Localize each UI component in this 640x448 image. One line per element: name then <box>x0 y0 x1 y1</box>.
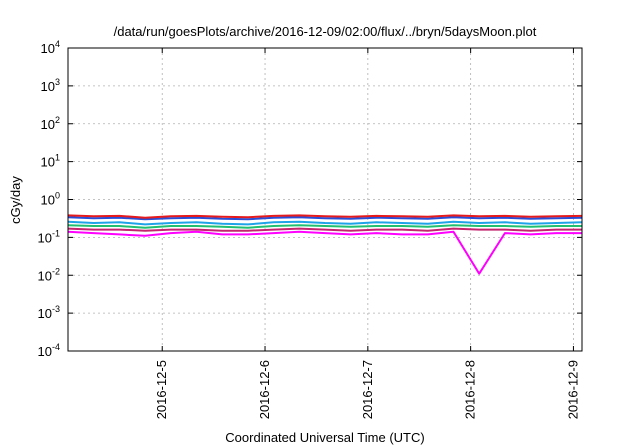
series-layer <box>67 214 583 275</box>
y-tick-label: 10-1 <box>38 228 60 245</box>
y-tick-label: 104 <box>41 39 60 56</box>
x-tick-label: 2016-12-6 <box>257 360 272 419</box>
grid <box>68 48 582 351</box>
x-tick-label: 2016-12-8 <box>463 360 478 419</box>
x-tick-label: 2016-12-7 <box>360 360 375 419</box>
y-tick-label: 100 <box>41 191 60 208</box>
chart-title: /data/run/goesPlots/archive/2016-12-09/0… <box>114 24 537 39</box>
y-axis: 10-4 10-3 10-2 10-1 100 101 102 103 104 <box>38 39 582 359</box>
x-axis-label: Coordinated Universal Time (UTC) <box>225 430 424 445</box>
series-line <box>67 224 582 229</box>
y-tick-label: 102 <box>41 115 60 132</box>
x-tick-label: 2016-12-5 <box>154 360 169 419</box>
y-tick-label: 103 <box>41 77 60 94</box>
y-axis-label: cGy/day <box>8 176 23 224</box>
series-line <box>67 227 582 232</box>
series-line <box>67 216 583 221</box>
x-tick-label: 2016-12-9 <box>565 360 580 419</box>
series-line <box>67 230 582 275</box>
series-line <box>67 220 583 226</box>
y-tick-label: 101 <box>41 153 60 170</box>
y-tick-label: 10-3 <box>38 304 60 321</box>
y-tick-label: 10-2 <box>38 266 60 283</box>
x-axis: 2016-12-5 2016-12-6 2016-12-7 2016-12-8 2016… <box>154 48 580 419</box>
series-line <box>67 214 583 219</box>
y-tick-label: 10-4 <box>38 342 60 359</box>
